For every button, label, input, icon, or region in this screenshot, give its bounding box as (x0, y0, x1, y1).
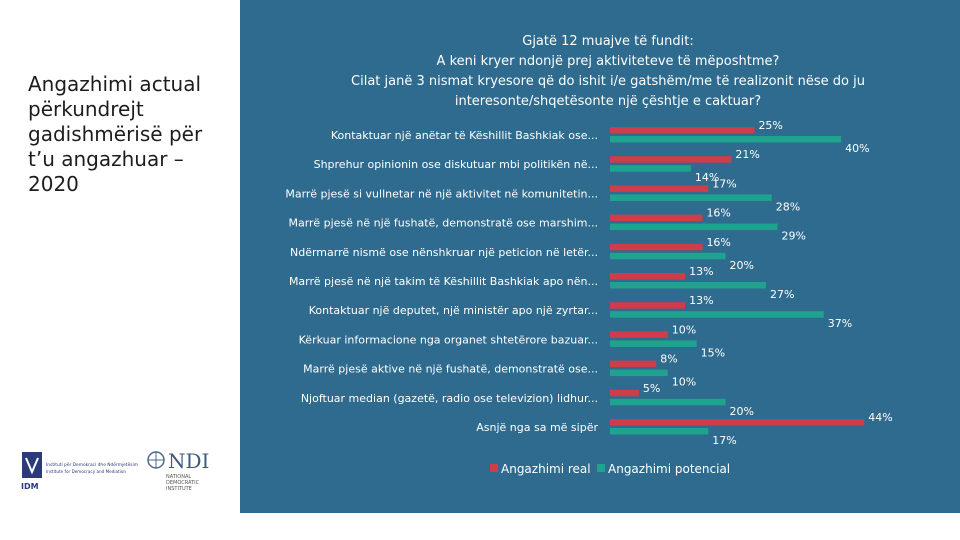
bar-potential (610, 369, 668, 377)
chart-title-line: A keni kryer ndonjë prej aktiviteteve të… (437, 54, 780, 69)
idm-logo: IDM Instituti për Demokraci dhe Ndërmjet… (21, 452, 138, 491)
value-label-potential: 14% (695, 171, 719, 184)
idm-logo-line2: Institute for Democracy and Mediation (46, 469, 126, 474)
value-label-potential: 27% (770, 288, 794, 301)
ndi-logo-line2: DEMOCRATIC (166, 480, 200, 486)
bar-potential (610, 398, 726, 406)
bar-real (610, 127, 755, 134)
value-label-real: 44% (868, 411, 892, 424)
ndi-logo-line1: NATIONAL (166, 474, 191, 480)
ndi-logo-line3: INSTITUTE (166, 486, 192, 492)
value-label-potential: 28% (776, 200, 800, 213)
bottom-strip (240, 513, 960, 540)
bar-real (610, 185, 709, 192)
category-label: Marrë pjesë në një takim të Këshillit Ba… (289, 275, 598, 288)
category-label: Marrë pjesë aktive në një fushatë, demon… (303, 363, 598, 376)
category-label: Marrë pjesë në një fushatë, demonstratë … (288, 217, 598, 230)
category-label: Njoftuar median (gazetë, radio ose telev… (301, 392, 598, 405)
value-label-real: 13% (689, 265, 713, 278)
bar-real (610, 302, 686, 309)
value-label-real: 17% (712, 177, 736, 190)
legend-label-potential: Angazhimi potencial (608, 462, 730, 476)
category-label: Kontaktuar një anëtar të Këshillit Bashk… (331, 129, 598, 142)
value-label-potential: 29% (782, 230, 806, 243)
bar-potential (610, 282, 766, 289)
bar-potential (610, 223, 778, 231)
bar-potential (610, 136, 842, 143)
value-label-real: 10% (672, 323, 696, 336)
value-label-real: 13% (689, 294, 713, 307)
bar-real (610, 273, 686, 280)
bar-potential (610, 311, 824, 318)
bar-chart: Gjatë 12 muajve të fundit: A keni kryer n… (285, 34, 893, 476)
bar-real (610, 156, 732, 163)
bar-real (610, 214, 703, 222)
bar-real (610, 243, 703, 251)
chart-title: Gjatë 12 muajve të fundit: A keni kryer n… (351, 34, 865, 109)
chart-panel (240, 0, 960, 513)
value-label-potential: 15% (701, 346, 725, 359)
slide-title: Angazhimi actual përkundrejt gadishmëris… (28, 72, 203, 196)
bar-potential (610, 428, 709, 435)
legend-label-real: Angazhimi real (501, 462, 591, 476)
category-label: Shprehur opinionin ose diskutuar mbi pol… (314, 158, 598, 171)
value-label-potential: 17% (712, 434, 736, 447)
category-labels: Kontaktuar një anëtar të Këshillit Bashk… (285, 129, 598, 434)
legend-swatch-potential (597, 464, 605, 472)
bar-potential (610, 252, 726, 260)
ndi-logo-abbr: NDI (168, 449, 209, 473)
value-label-real: 5% (643, 382, 660, 395)
value-label-potential: 37% (828, 317, 852, 330)
value-label-real: 25% (758, 119, 782, 132)
value-labels: 25%40%21%14%17%28%16%29%16%20%13%27%13%3… (643, 119, 893, 447)
bar-real (610, 419, 865, 426)
category-label: Kërkuar informacione nga organet shtetër… (299, 333, 598, 346)
bar-potential (610, 194, 772, 201)
bar-real (610, 389, 639, 397)
chart-title-line: Cilat janë 3 nismat kryesore që do ishit… (351, 74, 865, 89)
value-label-potential: 20% (730, 405, 754, 418)
legend-swatch-real (490, 464, 498, 472)
chart-title-line: Gjatë 12 muajve të fundit: (522, 34, 693, 49)
chart-title-line: interesonte/shqetësonte një çështje e ca… (455, 94, 761, 109)
category-label: Marrë pjesë si vullnetar në një aktivite… (285, 187, 598, 200)
bars (610, 127, 865, 435)
bar-potential (610, 165, 691, 172)
value-label-real: 16% (706, 236, 730, 249)
left-panel: Angazhimi actual përkundrejt gadishmëris… (0, 0, 240, 540)
value-label-real: 21% (735, 148, 759, 161)
bar-real (610, 360, 657, 368)
idm-logo-line1: Instituti për Demokraci dhe Ndërmjetësim (46, 462, 138, 467)
value-label-potential: 10% (672, 376, 696, 389)
value-label-potential: 20% (730, 259, 754, 272)
value-label-real: 16% (706, 207, 730, 220)
value-label-potential: 40% (845, 142, 869, 155)
legend: Angazhimi real Angazhimi potencial (490, 462, 730, 476)
value-label-real: 8% (660, 353, 677, 366)
idm-logo-abbr: IDM (21, 482, 39, 491)
category-label: Kontaktuar një deputet, një ministër apo… (309, 304, 598, 317)
bar-potential (610, 340, 697, 347)
category-label: Asnjë nga sa më sipër (476, 421, 598, 434)
ndi-logo: NDI NATIONAL DEMOCRATIC INSTITUTE (147, 449, 209, 492)
category-label: Ndërmarrë nismë ose nënshkruar një petic… (290, 246, 598, 259)
bar-real (610, 331, 668, 338)
